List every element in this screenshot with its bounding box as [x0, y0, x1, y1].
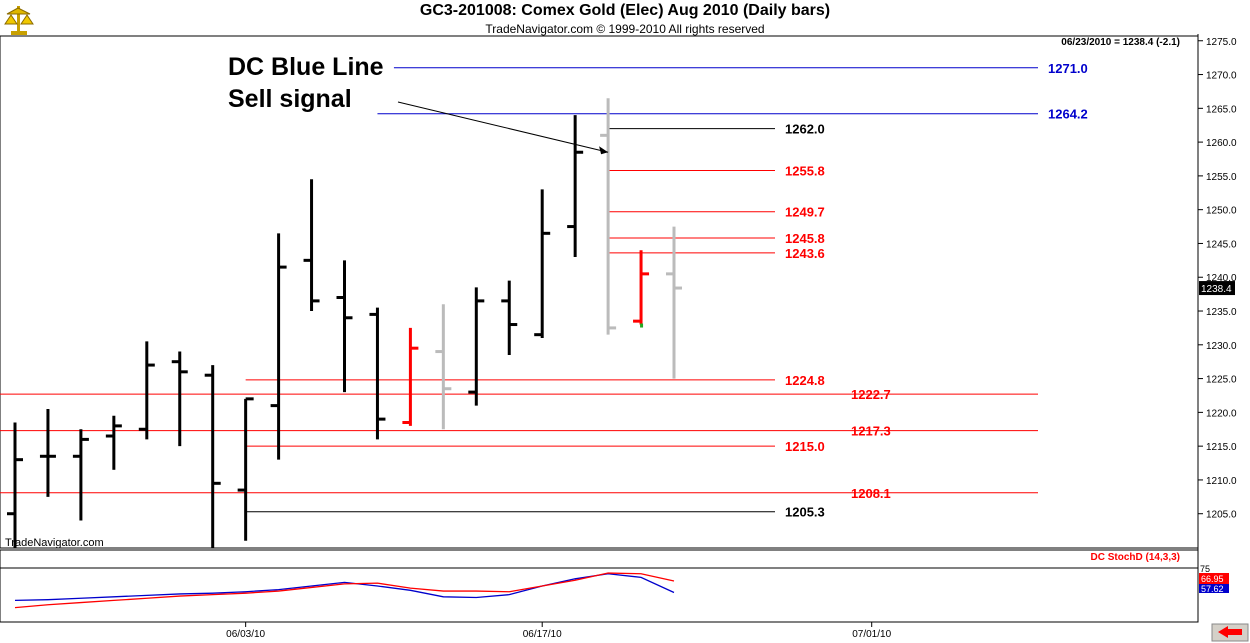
stoch-k-value-box [1199, 573, 1229, 584]
price-tick-label: 1220.0 [1206, 408, 1237, 419]
level-label: 1255.8 [785, 163, 825, 178]
price-tick-label: 1260.0 [1206, 138, 1237, 149]
level-label: 1217.3 [851, 424, 891, 439]
price-tick-label: 1215.0 [1206, 442, 1237, 453]
stoch-d-value: 57.62 [1201, 584, 1224, 594]
price-tick-label: 1225.0 [1206, 375, 1237, 386]
chart-copyright: TradeNavigator.com © 1999-2010 All right… [485, 22, 765, 36]
level-label: 1224.8 [785, 373, 825, 388]
level-label: 1262.0 [785, 122, 825, 137]
level-label: 1249.7 [785, 205, 825, 220]
price-tick-label: 1270.0 [1206, 71, 1237, 82]
annotation-arrow [397, 101, 609, 153]
price-panel-frame [0, 35, 1199, 549]
level-label: 1264.2 [1048, 107, 1088, 122]
stoch-d-value-box [1199, 584, 1229, 593]
price-readout: 06/23/2010 = 1238.4 (-2.1) [1061, 37, 1180, 48]
price-tick-label: 1275.0 [1206, 37, 1237, 48]
annotation-line2: Sell signal [228, 85, 352, 113]
price-tick-label: 1255.0 [1206, 172, 1237, 183]
price-tick-label: 1235.0 [1206, 307, 1237, 318]
last-price-box [1199, 281, 1235, 296]
level-label: 1271.0 [1048, 61, 1088, 76]
scroll-back-arrow-icon [1218, 626, 1242, 638]
stoch-label: DC StochD (14,3,3) [1091, 552, 1180, 563]
date-tick-label: 07/01/10 [852, 629, 891, 640]
chart-title: GC3-201008: Comex Gold (Elec) Aug 2010 (… [419, 2, 831, 19]
stoch-d-line [14, 573, 675, 602]
annotation-arrow-head [599, 146, 609, 155]
level-label: 1215.0 [785, 439, 825, 454]
price-tick-label: 1250.0 [1206, 206, 1237, 217]
price-tick-label: 1205.0 [1206, 510, 1237, 521]
date-tick-label: 06/03/10 [226, 629, 265, 640]
price-tick-label: 1245.0 [1206, 239, 1237, 250]
price-tick-label: 1230.0 [1206, 341, 1237, 352]
signal-marker [640, 323, 644, 328]
tradenavigator-logo-icon [4, 2, 34, 36]
price-tick-label: 1210.0 [1206, 476, 1237, 487]
annotation-line1: DC Blue Line [228, 53, 384, 81]
date-tick-label: 06/17/10 [523, 629, 562, 640]
stoch-tick-label: 75 [1200, 564, 1210, 574]
last-price-label: 1238.4 [1201, 284, 1232, 295]
stoch-k-line [14, 572, 675, 609]
watermark: TradeNavigator.com [5, 537, 104, 549]
level-label: 1205.3 [785, 505, 825, 520]
price-tick-label: 1240.0 [1206, 273, 1237, 284]
level-label: 1208.1 [851, 486, 891, 501]
level-label: 1245.8 [785, 231, 825, 246]
level-label: 1222.7 [851, 387, 891, 402]
indicator-panel-frame [0, 549, 1199, 623]
stoch-k-value: 66.95 [1201, 574, 1224, 584]
level-label: 1243.6 [785, 246, 825, 261]
price-tick-label: 1265.0 [1206, 104, 1237, 115]
